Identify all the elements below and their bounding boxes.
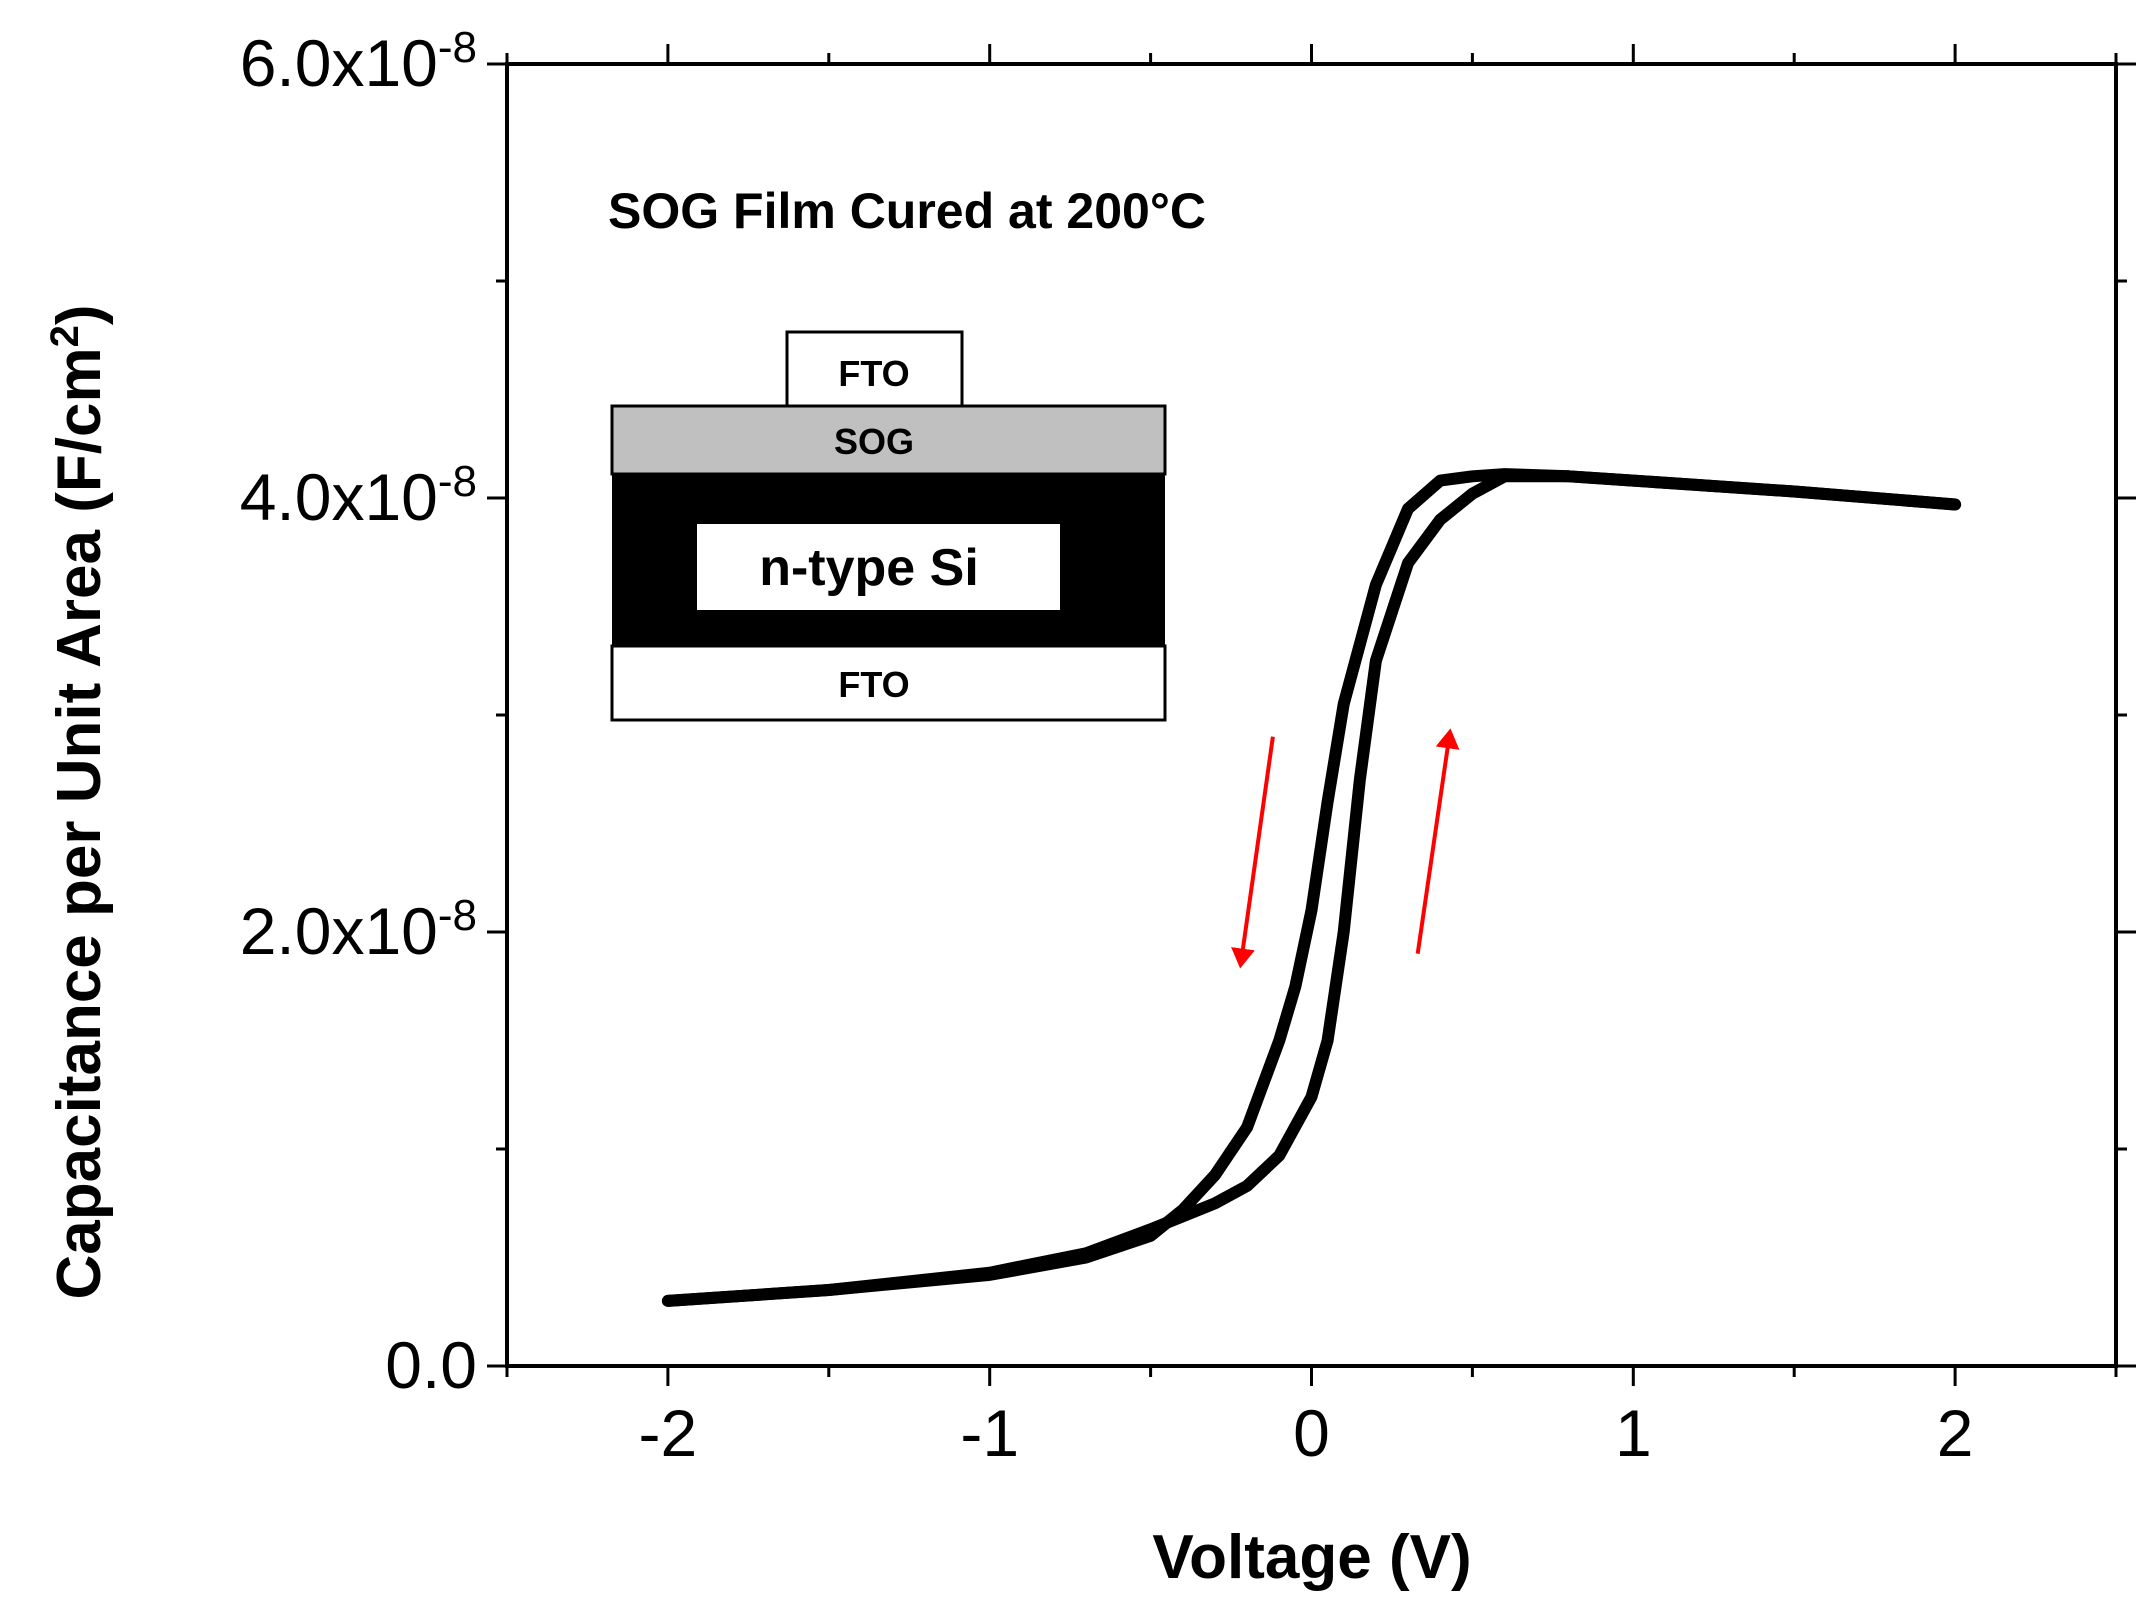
x-tick-label: 1 (1615, 1396, 1652, 1470)
device-inset: FTO SOG n-type Si FTO (610, 330, 1167, 722)
x-tick-label: 2 (1937, 1396, 1974, 1470)
y-tick-label: 0.0 (385, 1328, 477, 1402)
y-axis-label-sup: 2 (43, 325, 87, 347)
series-line-reverse (661, 468, 1962, 1307)
chart-annotation-title: SOG Film Cured at 200°C (608, 183, 1206, 239)
y-tick-label-exponent: -8 (438, 891, 477, 940)
ticks: -2 -1 0 1 20.02.0x10-84.0x10-86.0x10-8 (240, 23, 2136, 1470)
y-tick-label-base: 2.0x10 (240, 894, 438, 968)
x-tick-label: -2 (639, 1396, 698, 1470)
inset-top-electrode-label: FTO (838, 353, 909, 394)
series (661, 468, 1962, 1307)
y-axis-label-end: ) (45, 304, 114, 325)
y-axis-label-main: Capacitance per Unit Area (F/cm (45, 347, 114, 1299)
y-tick-label: 6.0x10-8 (240, 23, 477, 101)
x-axis-label: Voltage (V) (1152, 1523, 1471, 1592)
x-tick-label: -1 (960, 1396, 1019, 1470)
y-tick-label-exponent: -8 (438, 457, 477, 506)
inset-top-electrode (785, 330, 964, 408)
inset-si-label: n-type Si (759, 539, 979, 597)
y-axis-label: Capacitance per Unit Area (F/cm2) (43, 304, 114, 1299)
y-tick-label: 4.0x10-8 (240, 457, 477, 535)
y-tick-label-base: 6.0x10 (240, 26, 438, 100)
inset-bottom-electrode-label: FTO (838, 664, 909, 705)
inset-sog-label: SOG (834, 421, 914, 462)
sweep-arrow-down (1231, 736, 1275, 969)
x-tick-label: 0 (1293, 1396, 1330, 1470)
inset-sog-layer (610, 404, 1167, 476)
y-tick-label: 2.0x10-8 (240, 891, 477, 969)
sweep-arrow-up (1415, 728, 1460, 954)
inset-bottom-electrode (610, 644, 1167, 722)
inset-si-box (697, 524, 1060, 610)
y-tick-label-base: 4.0x10 (240, 460, 438, 534)
y-tick-label-exponent: -8 (438, 23, 477, 72)
sweep-arrows (1231, 728, 1460, 969)
